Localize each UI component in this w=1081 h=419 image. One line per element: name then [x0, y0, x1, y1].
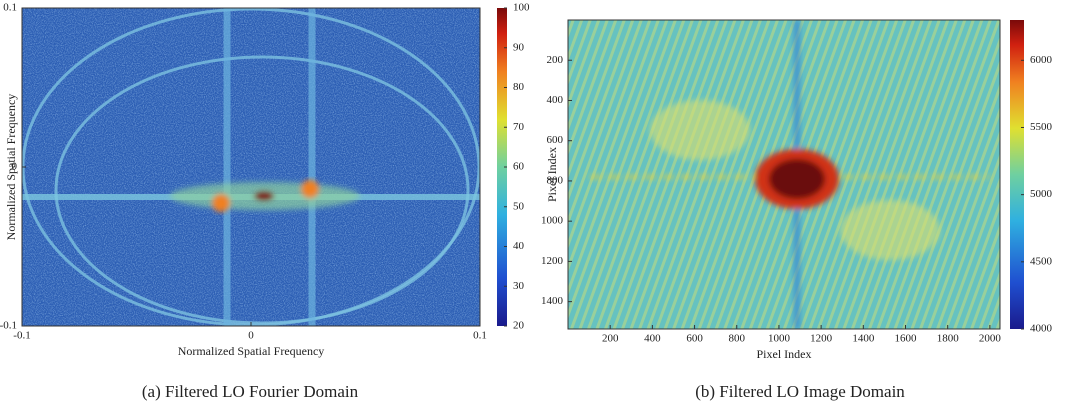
- y-tick-label: 1000: [541, 215, 564, 227]
- y-tick-label: 800: [547, 174, 564, 186]
- colorbar: [1010, 20, 1024, 329]
- x-tick-label: 0: [248, 330, 254, 342]
- colorbar-tick-label: 30: [513, 280, 525, 292]
- colorbar-tick-label: 70: [513, 121, 525, 133]
- heatmap: [568, 20, 1000, 329]
- x-tick-label: 2000: [979, 333, 1002, 345]
- y-tick-label: -0.1: [0, 320, 17, 332]
- colorbar-tick-label: 100: [513, 2, 530, 14]
- plot-frame: [567, 19, 1001, 330]
- heatmap: [22, 8, 480, 326]
- colorbar-tick-label: 4500: [1030, 255, 1053, 267]
- y-tick-label: 1400: [541, 295, 564, 307]
- y-tick-label: 400: [547, 94, 564, 106]
- y-tick-label: 0: [12, 161, 18, 173]
- colorbar-tick-label: 6000: [1030, 54, 1053, 66]
- x-tick-label: 1200: [810, 333, 833, 345]
- x-tick-label: -0.1: [13, 330, 30, 342]
- colorbar-tick-label: 60: [513, 161, 525, 173]
- colorbar-tick-label: 40: [513, 240, 525, 252]
- colorbar-tick-label: 5500: [1030, 121, 1053, 133]
- colorbar-tick-label: 4000: [1030, 323, 1053, 335]
- colorbar-tick-label: 80: [513, 81, 525, 93]
- x-axis-label: Normalized Spatial Frequency: [178, 344, 325, 358]
- y-axis-label: Pixel Index: [545, 147, 559, 202]
- x-tick-label: 1000: [768, 333, 791, 345]
- caption: (a) Filtered LO Fourier Domain: [142, 382, 359, 401]
- colorbar-tick-label: 50: [513, 200, 525, 212]
- x-tick-label: 0.1: [473, 330, 487, 342]
- x-axis-label: Pixel Index: [757, 347, 812, 361]
- caption: (b) Filtered LO Image Domain: [695, 382, 905, 401]
- y-axis-label: Normalized Spatial Frequency: [4, 94, 18, 241]
- y-tick-label: 200: [547, 54, 564, 66]
- x-tick-label: 400: [644, 333, 661, 345]
- x-tick-label: 200: [602, 333, 619, 345]
- y-tick-label: 600: [547, 134, 564, 146]
- x-tick-label: 1600: [895, 333, 918, 345]
- x-tick-label: 1800: [937, 333, 960, 345]
- x-tick-label: 1400: [852, 333, 875, 345]
- y-tick-label: 0.1: [3, 2, 17, 14]
- x-tick-label: 800: [729, 333, 746, 345]
- y-tick-label: 1200: [541, 255, 564, 267]
- x-tick-label: 600: [686, 333, 703, 345]
- colorbar-tick-label: 20: [513, 320, 525, 332]
- colorbar-tick-label: 5000: [1030, 188, 1053, 200]
- colorbar: [497, 8, 507, 326]
- colorbar-tick-label: 90: [513, 41, 525, 53]
